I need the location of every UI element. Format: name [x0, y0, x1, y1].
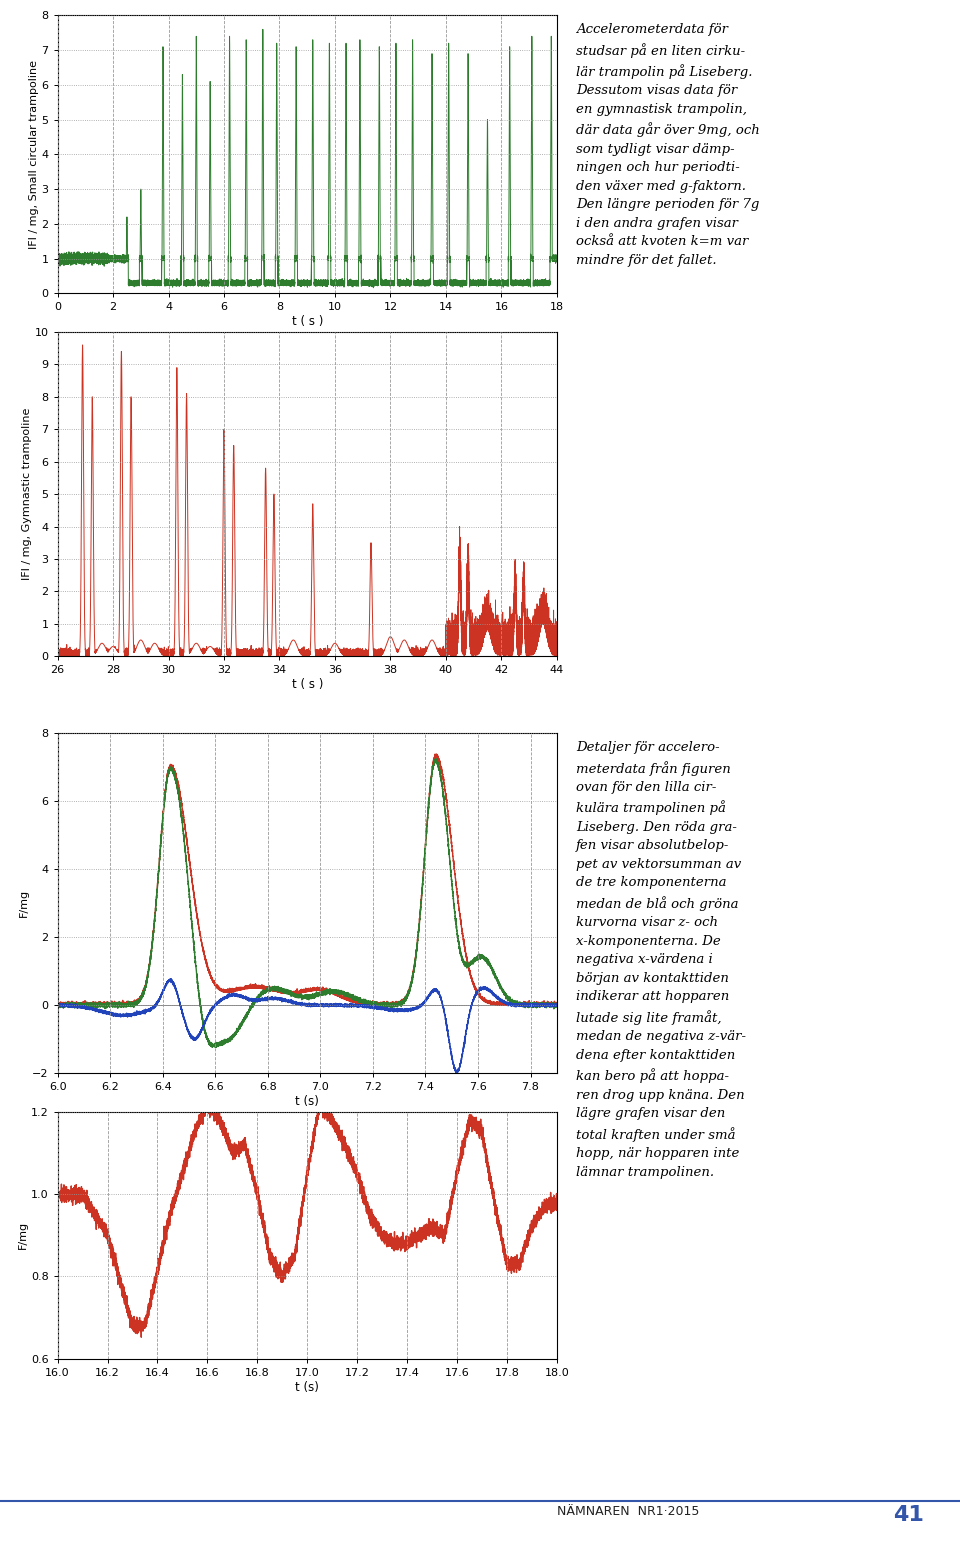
X-axis label: t (s): t (s) — [296, 1380, 319, 1394]
Text: Detaljer för accelero-
meterdata från figuren
ovan för den lilla cir-
kulära tra: Detaljer för accelero- meterdata från fi… — [576, 741, 746, 1178]
X-axis label: t (s): t (s) — [296, 1095, 319, 1109]
X-axis label: t ( s ): t ( s ) — [292, 315, 323, 329]
Y-axis label: F/mg: F/mg — [19, 889, 30, 917]
Text: NÄMNAREN  NR1·2015: NÄMNAREN NR1·2015 — [557, 1505, 699, 1518]
Y-axis label: IFI / mg, Small circular trampoline: IFI / mg, Small circular trampoline — [29, 60, 38, 249]
Text: Accelerometerdata för
studsar på en liten cirku-
lär trampolin på Liseberg.
Dess: Accelerometerdata för studsar på en lite… — [576, 23, 759, 267]
Y-axis label: IFI / mg, Gymnastic trampoline: IFI / mg, Gymnastic trampoline — [22, 408, 32, 581]
X-axis label: t ( s ): t ( s ) — [292, 678, 323, 692]
Text: 41: 41 — [893, 1505, 924, 1525]
Y-axis label: F/mg: F/mg — [18, 1221, 28, 1249]
